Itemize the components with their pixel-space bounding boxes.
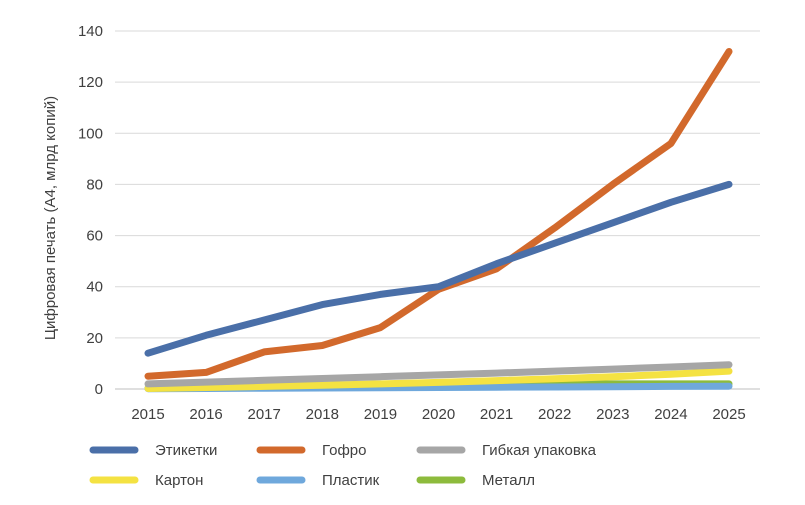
y-axis-ticks: 0 20 40 60 80 100 120 140: [78, 23, 103, 398]
legend-label: Гофро: [322, 442, 367, 459]
x-tick-label: 2019: [364, 406, 397, 423]
y-tick-label: 100: [78, 125, 103, 142]
series-line-0: [144, 180, 733, 357]
legend-item: Гофро: [256, 442, 367, 459]
x-tick-label: 2024: [654, 406, 687, 423]
y-tick-label: 120: [78, 74, 103, 91]
legend-label: Картон: [155, 472, 203, 489]
legend-label: Металл: [482, 472, 535, 489]
x-tick-label: 2015: [131, 406, 164, 423]
x-tick-label: 2025: [712, 406, 745, 423]
legend-item: Металл: [416, 472, 535, 489]
x-tick-label: 2017: [248, 406, 281, 423]
y-tick-label: 60: [86, 228, 103, 245]
x-tick-label: 2018: [306, 406, 339, 423]
x-axis-ticks: 2015 2016 2017 2018 2019 2020 2021 2022 2023 2024…: [131, 406, 745, 423]
y-tick-label: 80: [86, 176, 103, 193]
legend-item: Картон: [89, 472, 203, 489]
y-axis-title: Цифровая печать (А4, млрд копий): [42, 96, 59, 340]
legend-label: Пластик: [322, 472, 380, 489]
legend-label: Гибкая упаковка: [482, 442, 597, 459]
y-tick-label: 140: [78, 23, 103, 40]
x-tick-label: 2023: [596, 406, 629, 423]
y-tick-label: 20: [86, 330, 103, 347]
x-tick-label: 2016: [189, 406, 222, 423]
legend: Этикетки Гофро Гибкая упаковка Картон Пласти…: [89, 442, 597, 489]
y-tick-label: 40: [86, 279, 103, 296]
x-tick-label: 2022: [538, 406, 571, 423]
x-tick-label: 2020: [422, 406, 455, 423]
series-line-3: [144, 367, 733, 392]
legend-item: Пластик: [256, 472, 380, 489]
x-tick-label: 2021: [480, 406, 513, 423]
legend-item: Гибкая упаковка: [416, 442, 597, 459]
legend-item: Этикетки: [89, 442, 217, 459]
legend-label: Этикетки: [155, 442, 217, 459]
series-lines: [144, 48, 733, 393]
series-line-2: [144, 361, 733, 388]
y-tick-label: 0: [95, 381, 103, 398]
